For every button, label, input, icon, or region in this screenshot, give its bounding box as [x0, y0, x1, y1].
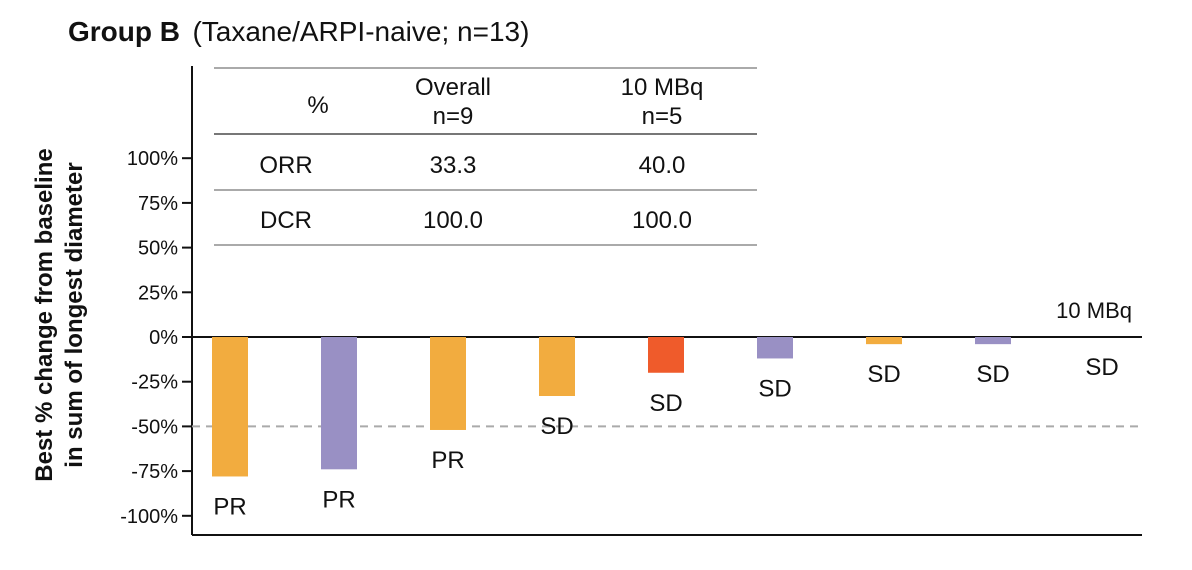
bar-response-label: SD [540, 413, 573, 440]
y-tick-label: 25% [138, 282, 178, 304]
y-tick-label: 75% [138, 193, 178, 215]
bars: PR PR PR SD SD SD SD SD SD [212, 337, 1119, 520]
chart-title-rest: (Taxane/ARPI-naive; n=13) [192, 16, 529, 47]
dose-annotation: 10 MBq [1056, 298, 1132, 323]
chart-title: Group B (Taxane/ARPI-naive; n=13) [68, 16, 529, 47]
bar-response-label: PR [213, 493, 246, 520]
y-tick-label: 0% [149, 327, 178, 349]
bar-response-label: SD [976, 361, 1009, 388]
table-cell: 100.0 [423, 207, 483, 234]
y-axis-label-line-2: in sum of longest diameter [61, 162, 88, 467]
table-cell: 33.3 [430, 152, 477, 179]
table-header-line: n=5 [642, 103, 683, 130]
table-header-line: 10 MBq [621, 74, 704, 101]
response-table: % Overall n=9 10 MBq n=5 ORR 33.3 40.0 DCR 100.0 1… [214, 67, 757, 246]
table-header-cell: 10 MBq n=5 [621, 74, 704, 130]
table-cell: 40.0 [639, 152, 686, 179]
y-tick-label: -75% [131, 461, 178, 483]
y-axis-label: Best % change from baseline in sum of lo… [31, 148, 88, 481]
bar [539, 337, 575, 397]
bar [321, 337, 357, 470]
table-header-line: Overall [415, 74, 491, 101]
table-header-cell: Overall n=9 [415, 74, 491, 130]
bar [648, 337, 684, 373]
table-cell: 100.0 [632, 207, 692, 234]
bar-response-label: SD [758, 375, 791, 402]
axes: 100% 75% 50% 25% 0% -25% -50% -75% -100% 10 MBq [120, 66, 1142, 536]
y-tick-label: -50% [131, 416, 178, 438]
bar [975, 337, 1011, 345]
bar-response-label: PR [322, 486, 355, 513]
bar-response-label: SD [867, 361, 900, 388]
bar [212, 337, 248, 477]
table-cell: DCR [260, 207, 312, 234]
y-tick-label: 50% [138, 238, 178, 260]
y-axis-label-line-1: Best % change from baseline [31, 148, 58, 481]
bar [866, 337, 902, 345]
table-cell: ORR [259, 152, 312, 179]
y-tick-label: -100% [120, 506, 178, 528]
table-header-line: n=9 [433, 103, 474, 130]
y-tick-label: -25% [131, 372, 178, 394]
chart-title-bold: Group B [68, 16, 180, 47]
bar-response-label: PR [431, 447, 464, 474]
table-header-cell: % [307, 92, 328, 119]
bar [430, 337, 466, 430]
y-tick-label: 100% [127, 148, 178, 170]
bar [757, 337, 793, 359]
bar-response-label: SD [649, 390, 682, 417]
bar-response-label: SD [1085, 354, 1118, 381]
